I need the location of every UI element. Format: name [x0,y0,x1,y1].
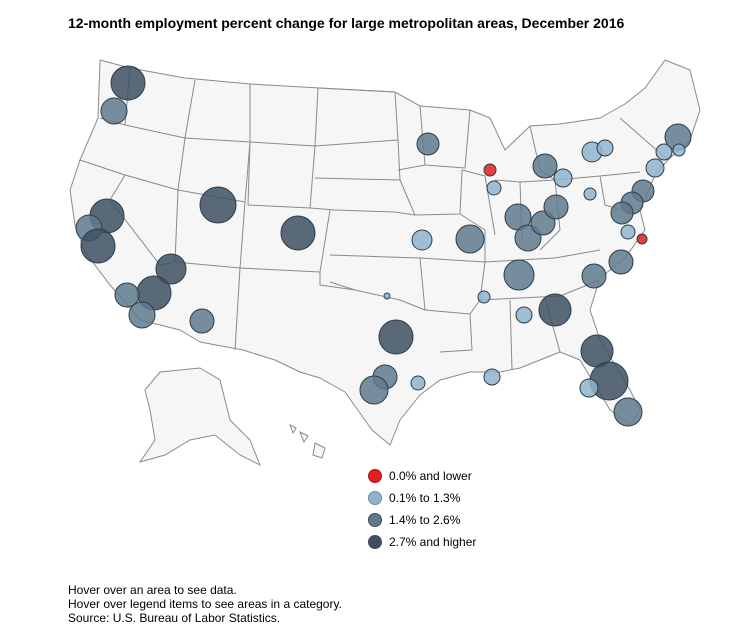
source-note: Source: U.S. Bureau of Labor Statistics. [68,611,281,625]
metro-bubble[interactable] [503,259,535,291]
metro-bubble[interactable] [636,233,648,245]
legend-label: 0.1% to 1.3% [389,491,461,505]
metro-bubble[interactable] [583,187,597,201]
legend-label: 0.0% and lower [389,469,472,483]
legend-item-2-7-and-higher[interactable]: 2.7% and higher [368,531,476,553]
metro-bubble[interactable] [189,308,215,334]
metro-bubble[interactable] [538,293,572,327]
metro-bubble[interactable] [581,263,607,289]
metro-bubble[interactable] [672,143,686,157]
metro-bubble[interactable] [155,253,187,285]
metro-bubble[interactable] [543,194,569,220]
legend-item-0-1-to-1-3[interactable]: 0.1% to 1.3% [368,487,476,509]
hawaii-shape [289,423,326,459]
footnotes: Hover over an area to see data. Hover ov… [68,583,342,625]
legend-swatch-light [368,491,382,505]
legend-label: 2.7% and higher [389,535,477,549]
metro-bubble[interactable] [477,290,491,304]
metro-bubble[interactable] [280,215,316,251]
metro-bubble[interactable] [596,139,614,157]
metro-bubbles [75,65,692,427]
metro-bubble[interactable] [483,368,501,386]
metro-bubble[interactable] [110,65,146,101]
metro-bubble[interactable] [199,186,237,224]
metro-bubble[interactable] [608,249,634,275]
legend-swatch-red [368,469,382,483]
legend-item-1-4-to-2-6[interactable]: 1.4% to 2.6% [368,509,476,531]
legend-label: 1.4% to 2.6% [389,513,461,527]
metro-bubble[interactable] [411,229,433,251]
map-title: 12-month employment percent change for l… [68,15,625,31]
metro-bubble[interactable] [515,306,533,324]
legend-swatch-dark [368,535,382,549]
us-map [69,59,701,467]
metro-bubble[interactable] [359,375,389,405]
metro-bubble[interactable] [620,224,636,240]
metro-bubble[interactable] [80,228,116,264]
metro-bubble[interactable] [532,153,558,179]
metro-bubble[interactable] [645,158,665,178]
metro-bubble[interactable] [383,292,391,300]
metro-bubble[interactable] [100,97,128,125]
metro-bubble[interactable] [655,143,673,161]
hover-area-note: Hover over an area to see data. [68,583,237,597]
metro-bubble[interactable] [410,375,426,391]
metro-bubble[interactable] [610,201,634,225]
legend: 0.0% and lower 0.1% to 1.3% 1.4% to 2.6%… [368,465,476,553]
metro-bubble[interactable] [455,224,485,254]
hover-legend-note: Hover over legend items to see areas in … [68,597,342,611]
legend-item-zero-and-lower[interactable]: 0.0% and lower [368,465,476,487]
metro-bubble[interactable] [128,301,156,329]
metro-bubble[interactable] [114,282,140,308]
alaska-shape [138,367,261,467]
metro-bubble[interactable] [553,168,573,188]
metro-bubble[interactable] [416,132,440,156]
metro-bubble[interactable] [613,397,643,427]
metro-bubble[interactable] [378,319,414,355]
legend-swatch-medium [368,513,382,527]
metro-bubble[interactable] [483,163,497,177]
metro-bubble[interactable] [486,180,502,196]
metro-bubble[interactable] [579,378,599,398]
